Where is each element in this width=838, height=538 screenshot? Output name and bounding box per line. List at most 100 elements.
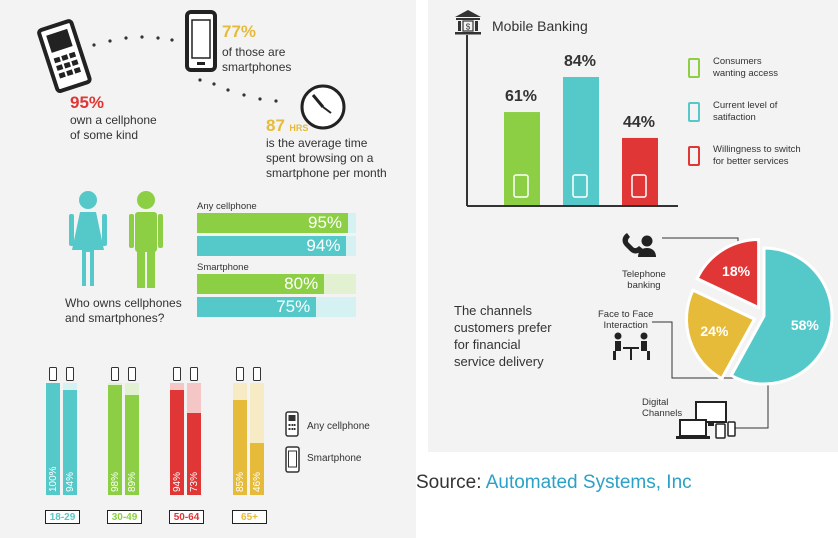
phone-hand-icon	[513, 174, 529, 198]
pie-slice-label: 18%	[722, 262, 751, 279]
stat-hours-value: 87	[266, 116, 285, 135]
cellphone-mini-icon	[173, 367, 181, 381]
pie-name-digital-1: Digital	[642, 397, 669, 408]
people-figures	[69, 191, 163, 288]
legend-phone-hand-icon	[688, 58, 700, 78]
exit-arrow-icon	[631, 174, 647, 198]
clock-icon	[300, 84, 346, 130]
bank-bar-label: 61%	[505, 88, 538, 106]
legend-thumbs-up-icon	[688, 102, 700, 122]
bank-bar-exit-arrow	[622, 137, 658, 205]
gender-question-2: and smartphones?	[65, 311, 165, 325]
age-bar-smart-18-29	[63, 389, 77, 495]
age-bar-smart-30-49	[125, 395, 139, 495]
pie-name-telephone-1: Telephone	[622, 269, 666, 280]
bank-legend-line2: satifaction	[713, 112, 756, 123]
channels-line-1: The channels	[454, 303, 533, 318]
hbar-fill: 95%	[197, 213, 349, 233]
telephone-icon	[622, 233, 656, 257]
bank-bar-phone-hand	[504, 112, 540, 205]
bank-title: Mobile Banking	[492, 18, 588, 34]
channels-line-3: for financial	[454, 337, 521, 352]
thumbs-up-icon	[572, 174, 588, 198]
pie-name-telephone: Telephone banking	[622, 269, 666, 291]
bank-legend-line2: wanting access	[713, 68, 778, 79]
age-bar-any-30-49	[108, 385, 122, 495]
age-bar-label: 100%	[48, 466, 59, 492]
age-label-50-64: 50-64	[169, 510, 204, 524]
pie-name-face-1: Face to Face	[598, 309, 654, 320]
channels-line-4: service delivery	[454, 354, 544, 369]
bank-bar-label: 84%	[564, 53, 597, 70]
female-icon	[69, 191, 107, 286]
hbar-fill: 75%	[197, 297, 317, 317]
age-bar-smart-65+	[250, 443, 264, 495]
hbar-fill: 80%	[197, 274, 325, 294]
stat-hours-text2: spent browsing on a	[266, 151, 374, 165]
age-bar-label: 94%	[65, 471, 76, 492]
age-bar-label: 98%	[110, 471, 121, 492]
channels-pie-chart	[613, 233, 834, 439]
dotted-path	[92, 35, 278, 103]
pie-slice-face-to-face	[685, 288, 757, 381]
age-bar-any-18-29	[46, 383, 60, 495]
stat-cellphone-value: 95%	[70, 93, 105, 112]
stat-cellphone-text2: of some kind	[70, 128, 139, 142]
bank-legend-line2: for better services	[713, 156, 789, 167]
smartphone-legend-icon	[285, 446, 300, 473]
age-legend-smart: Smartphone	[307, 453, 362, 464]
smartphone-header: Smartphone	[197, 262, 249, 273]
bank-icon: $	[455, 10, 481, 35]
bank-legend-line1: Current level of	[713, 100, 778, 111]
age-label-30-49: 30-49	[107, 510, 142, 524]
bank-chart	[466, 35, 678, 207]
bank-bar-label: 44%	[623, 113, 656, 131]
age-legend-any: Any cellphone	[307, 421, 370, 432]
stat-cellphone-text1: own a cellphone	[70, 113, 157, 127]
pie-name-face: Face to Face Interaction	[598, 309, 653, 331]
age-bar-label: 46%	[252, 471, 263, 492]
male-icon	[129, 191, 163, 288]
pie-slice-telephone	[695, 238, 761, 310]
hbar-fill: 94%	[197, 236, 347, 256]
age-bar-any-65+	[233, 399, 247, 495]
pie-name-digital-2: Channels	[642, 408, 683, 419]
age-bar-label: 73%	[189, 471, 200, 492]
pie-slice-label: 24%	[700, 323, 729, 340]
face-to-face-icon	[613, 332, 650, 360]
bank-bar-thumbs-up	[563, 77, 599, 205]
devices-icon	[676, 401, 736, 439]
pie-name-digital: Digital Channels	[642, 397, 682, 419]
age-bar-any-50-64	[170, 389, 184, 495]
bank-legend-line1: Willingness to switch	[713, 144, 801, 155]
cellphone-icon	[37, 19, 92, 94]
source-prefix: Source:	[416, 472, 486, 493]
bank-legend-line1: Consumers	[713, 56, 762, 67]
stats-graphics	[37, 10, 346, 130]
cellphone-mini-icon	[49, 367, 57, 381]
age-label-18-29: 18-29	[45, 510, 80, 524]
smartphone-mini-icon	[253, 367, 261, 381]
source-line: Source: Automated Systems, Inc	[416, 472, 692, 494]
pie-slice-digital	[729, 246, 834, 386]
age-bar-smart-50-64	[187, 413, 201, 495]
stat-hours-unit: HRS	[289, 123, 309, 133]
cellphone-legend-icon	[285, 411, 299, 437]
stat-smartphone-text2: smartphones	[222, 60, 292, 74]
cellphone-mini-icon	[236, 367, 244, 381]
age-legend-icons	[285, 411, 300, 473]
gender-question-1: Who owns cellphones	[65, 296, 182, 310]
channels-line-2: customers prefer	[454, 320, 552, 335]
stat-smartphone-text1: of those are	[222, 45, 286, 59]
age-bar-label: 85%	[235, 471, 246, 492]
pie-name-face-2: Interaction	[603, 320, 648, 331]
svg-text:$: $	[466, 23, 471, 32]
stat-hours-text3: smartphone per month	[266, 166, 387, 180]
age-bar-label: 89%	[127, 471, 138, 492]
source-link[interactable]: Automated Systems, Inc	[485, 472, 692, 493]
smartphone-mini-icon	[128, 367, 136, 381]
stat-smartphone-value: 77%	[222, 22, 257, 41]
cellphone-mini-icon	[111, 367, 119, 381]
smartphone-mini-icon	[66, 367, 74, 381]
smartphone-icon	[185, 10, 217, 72]
